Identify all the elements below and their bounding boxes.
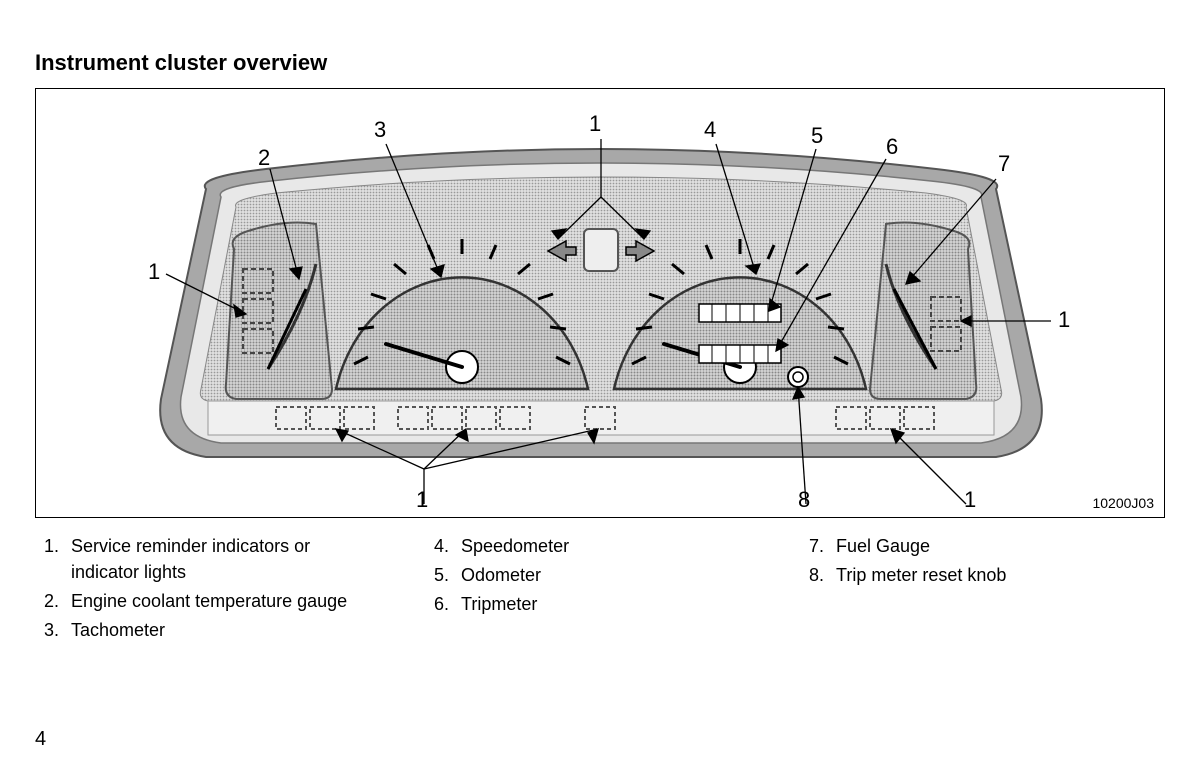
legend-text: Engine coolant temperature gauge xyxy=(71,588,347,614)
legend-text: Fuel Gauge xyxy=(836,533,930,559)
callout-6: 6 xyxy=(886,134,898,160)
center-display xyxy=(584,229,618,271)
legend-text: Service reminder indicators or indicator… xyxy=(71,533,370,585)
callout-5: 5 xyxy=(811,123,823,149)
callout-8: 8 xyxy=(798,487,810,513)
legend-text: Odometer xyxy=(461,562,541,588)
callout-1-bottom-right: 1 xyxy=(964,487,976,513)
cluster-diagram xyxy=(36,89,1165,518)
legend-num: 7. xyxy=(800,533,824,559)
odometer-display xyxy=(699,304,781,322)
callout-1-bottom-left: 1 xyxy=(416,487,428,513)
legend-text: Speedometer xyxy=(461,533,569,559)
legend-num: 1. xyxy=(35,533,59,585)
figure-id: 10200J03 xyxy=(1092,495,1154,511)
reset-knob xyxy=(788,367,808,387)
callout-1-right: 1 xyxy=(1058,307,1070,333)
callout-2: 2 xyxy=(258,145,270,171)
callout-1-left: 1 xyxy=(148,259,160,285)
legend-col-1: 1.Service reminder indicators or indicat… xyxy=(35,533,370,646)
legend-num: 6. xyxy=(425,591,449,617)
legend-text: Tachometer xyxy=(71,617,165,643)
callout-4: 4 xyxy=(704,117,716,143)
legend-num: 4. xyxy=(425,533,449,559)
callout-3: 3 xyxy=(374,117,386,143)
legend-num: 2. xyxy=(35,588,59,614)
legend-num: 8. xyxy=(800,562,824,588)
legend-num: 5. xyxy=(425,562,449,588)
legend-col-2: 4. Speedometer 5. Odometer 6. Tripmeter xyxy=(425,533,745,646)
legend-num: 3. xyxy=(35,617,59,643)
page-number: 4 xyxy=(35,728,46,751)
legend-col-3: 7. Fuel Gauge 8. Trip meter reset knob xyxy=(800,533,1006,646)
legend: 1.Service reminder indicators or indicat… xyxy=(35,533,1165,646)
callout-7: 7 xyxy=(998,151,1010,177)
callout-1-top: 1 xyxy=(589,111,601,137)
figure-container: 1 2 3 4 5 6 7 1 1 1 8 1 10200J03 xyxy=(35,88,1165,518)
legend-text: Tripmeter xyxy=(461,591,537,617)
legend-text: Trip meter reset knob xyxy=(836,562,1006,588)
page-title: Instrument cluster overview xyxy=(35,50,1165,76)
tripmeter-display xyxy=(699,345,781,363)
